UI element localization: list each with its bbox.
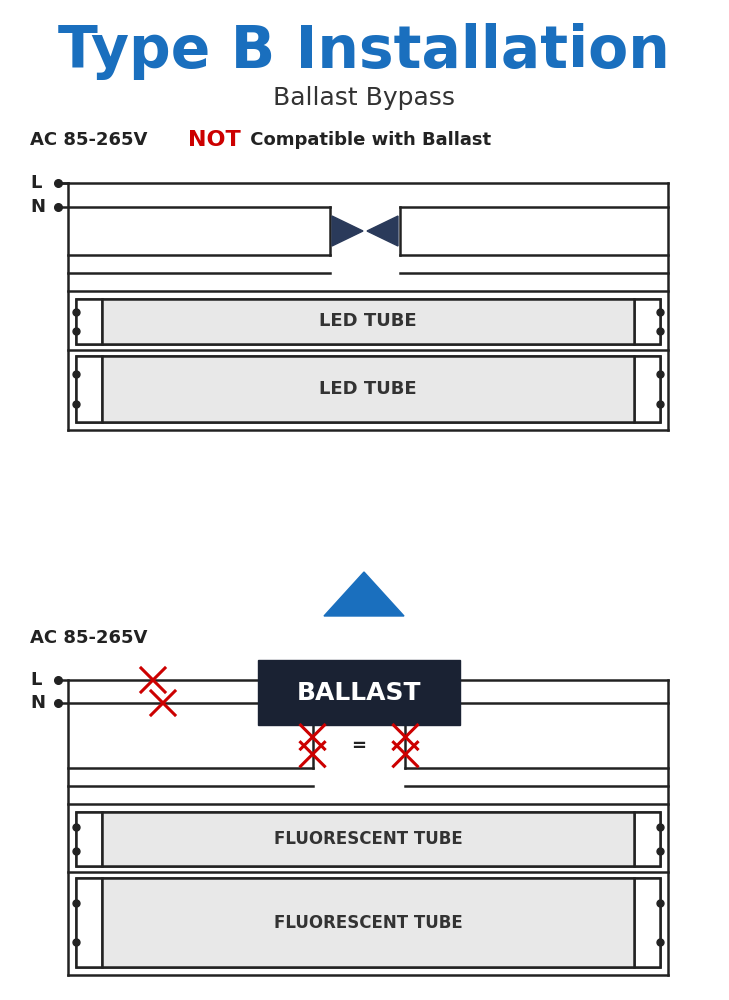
Text: LED TUBE: LED TUBE xyxy=(319,380,417,398)
Text: L: L xyxy=(30,671,42,689)
Text: =: = xyxy=(351,738,367,756)
Bar xyxy=(76,299,102,344)
Bar xyxy=(258,660,460,725)
Text: BALLAST: BALLAST xyxy=(297,680,421,704)
Bar xyxy=(76,812,660,866)
Polygon shape xyxy=(367,216,398,246)
Text: Compatible with Ballast: Compatible with Ballast xyxy=(244,131,491,149)
Bar xyxy=(634,812,660,866)
Text: AC 85-265V: AC 85-265V xyxy=(30,629,147,647)
Bar xyxy=(76,299,660,344)
Bar xyxy=(76,356,102,422)
Text: L: L xyxy=(30,174,42,192)
Text: N: N xyxy=(30,694,45,712)
Polygon shape xyxy=(324,572,404,616)
Bar xyxy=(76,356,660,422)
Text: NOT: NOT xyxy=(188,130,241,150)
Bar xyxy=(634,299,660,344)
Bar xyxy=(76,812,102,866)
Text: FLUORESCENT TUBE: FLUORESCENT TUBE xyxy=(273,830,462,848)
Text: AC 85-265V: AC 85-265V xyxy=(30,131,147,149)
Bar xyxy=(102,878,634,967)
Text: Ballast Bypass: Ballast Bypass xyxy=(273,86,455,110)
Bar xyxy=(634,356,660,422)
Bar xyxy=(102,299,634,344)
Bar xyxy=(634,878,660,967)
Bar xyxy=(76,878,102,967)
Polygon shape xyxy=(332,216,363,246)
Text: N: N xyxy=(30,198,45,216)
Bar xyxy=(102,812,634,866)
Text: FLUORESCENT TUBE: FLUORESCENT TUBE xyxy=(273,914,462,932)
Text: LED TUBE: LED TUBE xyxy=(319,312,417,330)
Text: Type B Installation: Type B Installation xyxy=(58,23,670,81)
Bar xyxy=(102,356,634,422)
Bar xyxy=(76,878,660,967)
